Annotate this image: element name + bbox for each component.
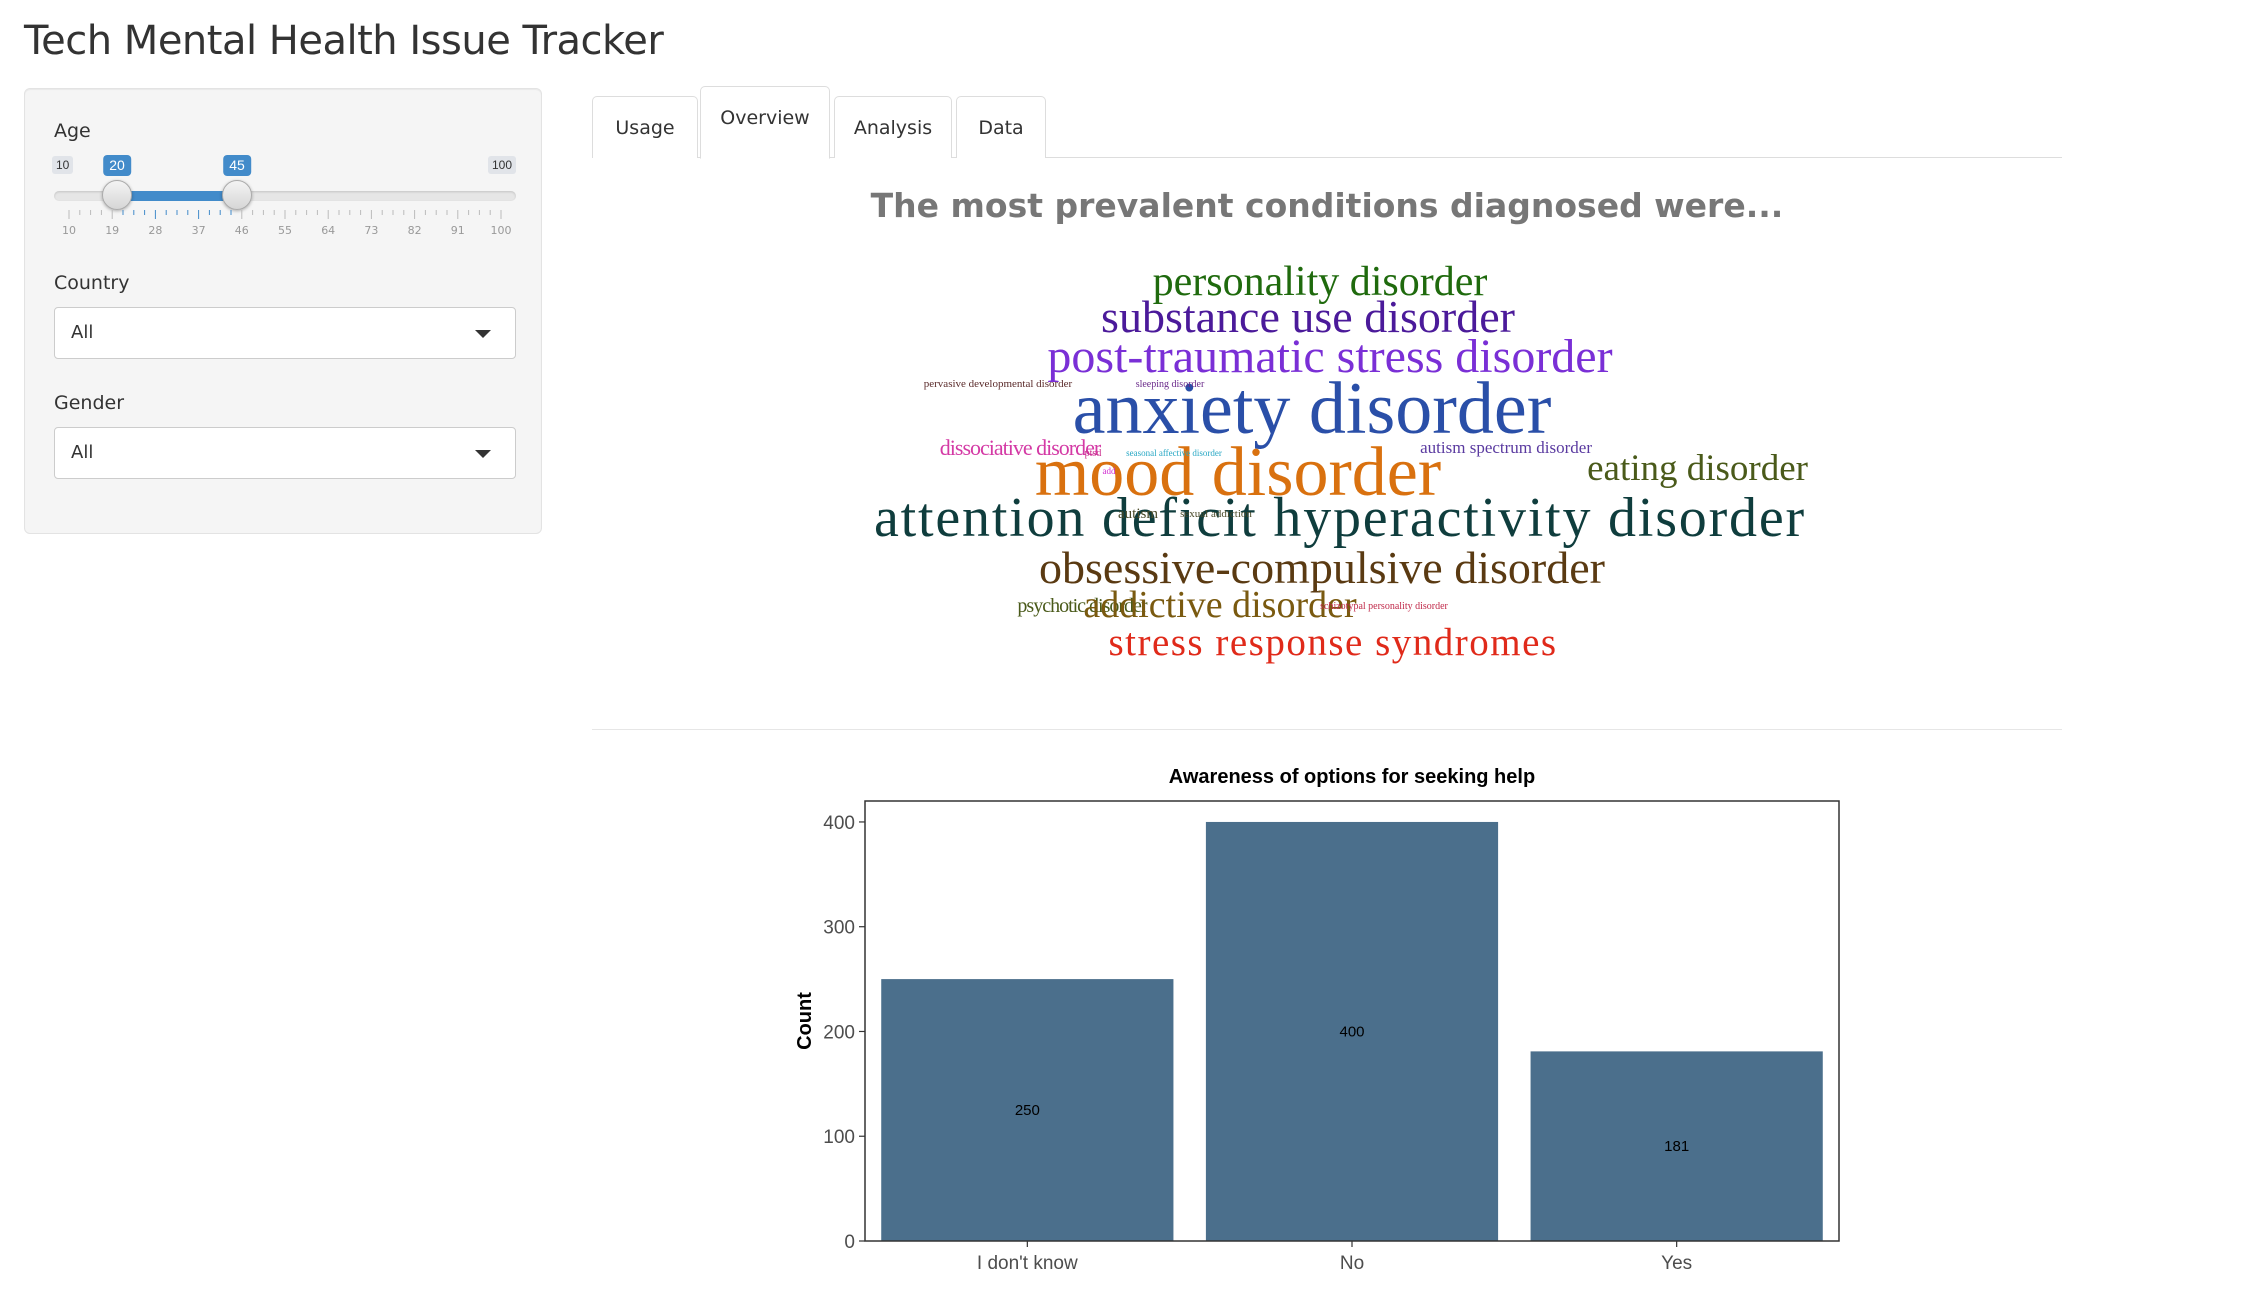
age-slider-range[interactable] [117,191,237,201]
wordcloud-word: attention deficit hyperactivity disorder [874,487,1806,549]
age-grid-label: 82 [408,224,422,237]
overview-heading: The most prevalent conditions diagnosed … [870,186,1784,225]
age-grid-label: 91 [451,224,465,237]
app-title: Tech Mental Health Issue Tracker [24,18,664,64]
wordcloud-word: pervasive developmental disorder [924,378,1073,390]
age-grid-label: 19 [105,224,119,237]
age-grid-label: 64 [321,224,335,237]
chart-bar [1530,1051,1823,1241]
gender-label: Gender [54,392,125,414]
country-label: Country [54,272,130,294]
age-min-label: 10 [52,156,74,174]
wordcloud-word: stress response syndromes [1108,621,1557,664]
wordcloud-word: dissociative disorder [940,435,1102,460]
chart-title: Awareness of options for seeking help [1169,766,1535,788]
wordcloud-word: sleeping disorder [1136,379,1205,390]
y-tick-label: 400 [823,813,855,834]
tab-analysis[interactable]: Analysis [834,96,952,158]
y-axis-label: Count [794,992,816,1050]
age-grid-label: 28 [148,224,162,237]
age-max-label: 100 [488,156,517,174]
wordcloud-word: sexual addiction [1180,508,1252,520]
chart-data-label: 250 [1015,1102,1040,1119]
wordcloud-word: eating disorder [1587,448,1808,489]
age-slider-track[interactable] [54,191,516,201]
awareness-bar-chart: Awareness of options for seeking help 250… [794,766,1840,1274]
age-grid-label: 55 [278,224,292,237]
country-select[interactable]: All [54,307,516,359]
wordcloud-word: substance use disorder [1101,291,1515,342]
gender-select[interactable]: All [54,427,516,479]
age-to-label: 45 [223,155,251,176]
age-label: Age [54,120,91,142]
age-from-handle[interactable] [102,180,132,210]
tab-overview[interactable]: Overview [700,86,830,159]
x-tick-label: No [1340,1253,1364,1274]
chart-bar [1205,821,1499,1241]
age-grid-label: 73 [364,224,378,237]
age-to-handle[interactable] [222,180,252,210]
tabs-baseline [592,157,2062,158]
age-slider-grid: 10 19 28 37 46 55 64 73 82 91 100 [62,210,512,237]
wordcloud-word: psychotic disorder [1017,595,1148,617]
section-divider [592,729,2062,730]
gender-select-value: All [71,442,94,463]
age-grid-label: 100 [491,224,512,237]
wordcloud-word: personality disorder [1153,259,1488,305]
x-tick-label: Yes [1661,1253,1692,1274]
wordcloud-word: add [1103,466,1116,476]
tab-usage[interactable]: Usage [592,96,698,158]
wordcloud-word: autism [1118,506,1158,522]
chart-bar [881,979,1174,1241]
chevron-down-icon [475,330,491,338]
wordcloud-word: seasonal affective disorder [1126,448,1222,458]
chevron-down-icon [475,450,491,458]
y-tick-label: 300 [823,918,855,939]
chart-data-label: 181 [1664,1138,1689,1155]
wordcloud-word: ptsd [1085,448,1102,459]
wordcloud-word: anxiety disorder [1073,368,1552,450]
y-tick-label: 100 [823,1127,855,1148]
country-select-value: All [71,322,94,343]
wordcloud-word: addictive disorder [1083,584,1357,626]
age-grid-label: 37 [192,224,206,237]
age-from-label: 20 [103,155,131,176]
y-tick-label: 200 [823,1022,855,1043]
wordcloud-word: autism spectrum disorder [1420,438,1592,457]
age-grid-label: 10 [62,224,76,237]
y-tick-label: 0 [844,1232,855,1253]
age-grid-label: 46 [235,224,249,237]
wordcloud-word: obsessive-compulsive disorder [1039,542,1605,593]
tab-data[interactable]: Data [956,96,1046,158]
plot-panel-border [864,800,1840,1242]
chart-data-label: 400 [1339,1023,1364,1040]
wordcloud-word: mood disorder [1035,434,1441,511]
x-tick-label: I don't know [977,1253,1078,1274]
wordcloud-word: post-traumatic stress disorder [1047,330,1612,383]
wordcloud-word: schizotypal personality disorder [1320,601,1448,612]
